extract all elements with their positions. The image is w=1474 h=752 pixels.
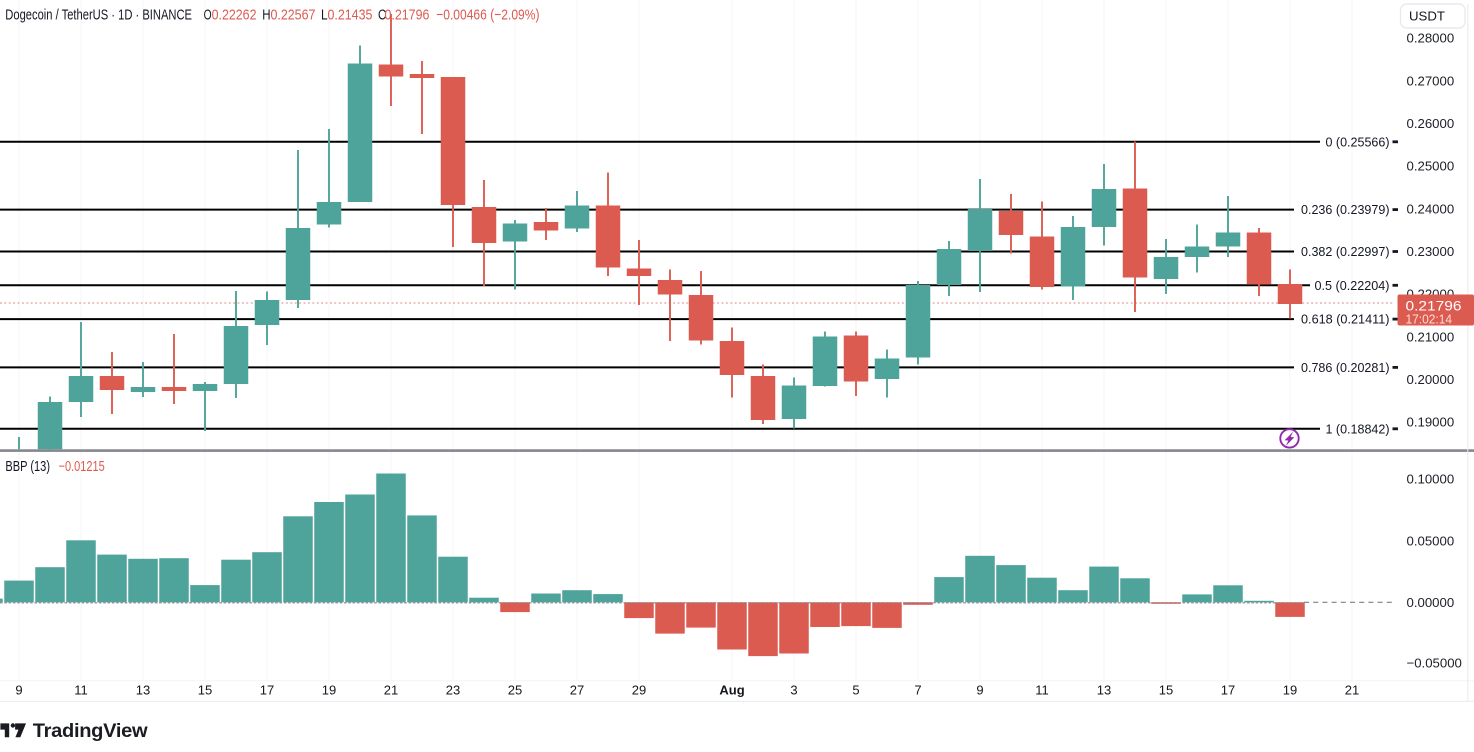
svg-text:0.236 (0.23979): 0.236 (0.23979) [1301,202,1390,217]
svg-text:−0.00466 (−2.09%): −0.00466 (−2.09%) [436,7,539,24]
svg-text:0.22567: 0.22567 [271,7,316,24]
svg-text:Dogecoin / TetherUS · 1D · BIN: Dogecoin / TetherUS · 1D · BINANCE [5,7,192,24]
svg-text:1 (0.18842): 1 (0.18842) [1326,421,1390,436]
svg-text:USDT: USDT [1409,8,1445,23]
svg-text:0 (0.25566): 0 (0.25566) [1326,134,1390,149]
svg-text:0.19000: 0.19000 [1407,415,1455,430]
svg-text:21: 21 [1345,682,1359,697]
svg-text:5: 5 [852,682,859,697]
svg-text:9: 9 [976,682,983,697]
svg-text:L: L [321,7,328,24]
svg-text:0.21796: 0.21796 [385,7,430,24]
svg-text:9: 9 [15,682,22,697]
svg-text:21: 21 [384,682,398,697]
svg-text:0.05000: 0.05000 [1407,534,1455,549]
svg-text:0.21000: 0.21000 [1407,329,1455,344]
svg-text:17: 17 [260,682,274,697]
svg-text:13: 13 [136,682,150,697]
svg-text:0.5 (0.22204): 0.5 (0.22204) [1315,278,1390,293]
svg-text:11: 11 [1035,682,1049,697]
svg-text:7: 7 [914,682,921,697]
svg-text:13: 13 [1097,682,1111,697]
svg-text:0.24000: 0.24000 [1407,201,1455,216]
svg-text:O: O [204,7,212,24]
svg-text:29: 29 [632,682,646,697]
svg-text:BBP (13): BBP (13) [5,459,50,475]
svg-text:19: 19 [322,682,336,697]
svg-text:25: 25 [508,682,522,697]
svg-text:0.23000: 0.23000 [1407,244,1455,259]
svg-text:H: H [262,7,270,24]
svg-text:0.22262: 0.22262 [212,7,257,24]
svg-text:−0.01215: −0.01215 [59,459,105,475]
svg-text:Aug: Aug [719,682,744,697]
svg-text:0.27000: 0.27000 [1407,73,1455,88]
svg-text:0.382 (0.22997): 0.382 (0.22997) [1301,244,1390,259]
svg-text:23: 23 [446,682,460,697]
svg-text:15: 15 [198,682,212,697]
svg-text:0.00000: 0.00000 [1407,595,1455,610]
svg-text:19: 19 [1283,682,1297,697]
svg-text:0.20000: 0.20000 [1407,372,1455,387]
svg-text:0.786 (0.20281): 0.786 (0.20281) [1301,360,1390,375]
svg-text:0.21796: 0.21796 [1406,298,1462,314]
svg-text:27: 27 [570,682,584,697]
svg-text:17:02:14: 17:02:14 [1406,312,1453,327]
svg-text:15: 15 [1159,682,1173,697]
svg-text:C: C [378,7,386,24]
svg-text:0.618 (0.21411): 0.618 (0.21411) [1301,312,1390,327]
svg-text:TradingView: TradingView [33,720,149,742]
svg-text:0.21435: 0.21435 [328,7,373,24]
svg-text:11: 11 [74,682,88,697]
svg-text:−0.05000: −0.05000 [1407,656,1462,671]
svg-text:3: 3 [790,682,797,697]
svg-text:17: 17 [1221,682,1235,697]
svg-text:0.25000: 0.25000 [1407,159,1455,174]
svg-text:0.26000: 0.26000 [1407,116,1455,131]
svg-text:0.28000: 0.28000 [1407,31,1455,46]
svg-text:0.10000: 0.10000 [1407,471,1455,486]
